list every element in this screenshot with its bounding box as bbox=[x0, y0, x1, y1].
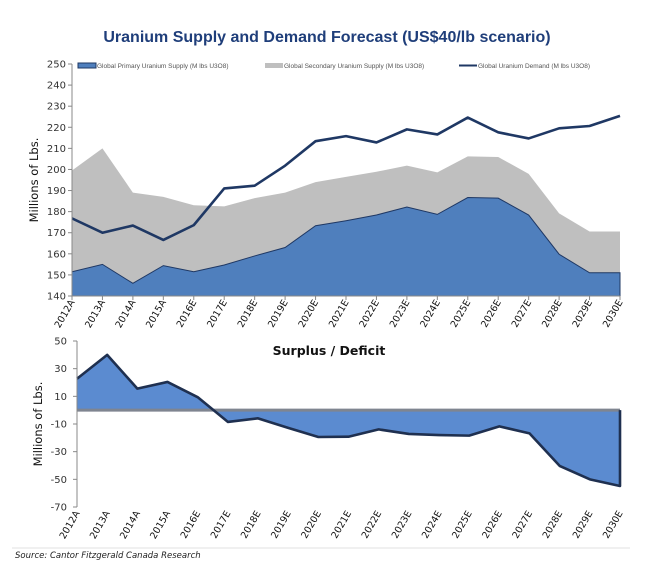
y-tick-label: -10 bbox=[51, 420, 67, 431]
x-tick-label: 2019E bbox=[269, 509, 294, 541]
x-tick-label: 2013A bbox=[88, 509, 113, 541]
x-tick-label: 2016E bbox=[179, 509, 204, 541]
x-tick-label: 2027E bbox=[510, 298, 535, 330]
x-tick-label: 2015A bbox=[144, 298, 169, 330]
legend-label-primary: Global Primary Uranium Supply (M lbs U3O… bbox=[97, 63, 228, 70]
chart-title: Uranium Supply and Demand Forecast (US$4… bbox=[103, 29, 550, 46]
x-tick-label: 2017E bbox=[205, 298, 230, 330]
y-tick-label: 250 bbox=[47, 60, 66, 71]
x-tick-label: 2030E bbox=[601, 298, 626, 330]
x-tick-label: 2020E bbox=[297, 298, 322, 330]
y-tick-label: 160 bbox=[47, 249, 66, 260]
x-tick-label: 2017E bbox=[209, 509, 234, 541]
x-tick-label: 2016E bbox=[175, 298, 200, 330]
x-tick-label: 2023E bbox=[390, 509, 415, 541]
x-tick-label: 2029E bbox=[571, 509, 596, 541]
x-tick-label: 2024E bbox=[418, 298, 443, 330]
legend-swatch-primary bbox=[77, 62, 97, 69]
x-tick-label: 2022E bbox=[360, 509, 385, 541]
x-tick-label: 2022E bbox=[357, 298, 382, 330]
legend-label-secondary: Global Secondary Uranium Supply (M lbs U… bbox=[284, 63, 424, 70]
y-tick-label: 180 bbox=[47, 207, 66, 218]
y-axis-title: Millions of Lbs. bbox=[31, 382, 45, 467]
x-tick-label: 2020E bbox=[299, 509, 324, 541]
y-tick-label: 30 bbox=[54, 364, 67, 375]
legend-label-demand: Global Uranium Demand (M lbs U3O8) bbox=[478, 63, 590, 70]
y-tick-label: 220 bbox=[47, 123, 66, 134]
x-tick-label: 2024E bbox=[420, 509, 445, 541]
y-tick-label: -70 bbox=[51, 503, 67, 514]
x-tick-label: 2028E bbox=[541, 509, 566, 541]
x-tick-label: 2018E bbox=[239, 509, 264, 541]
primary-supply-area bbox=[71, 197, 621, 297]
source-note: Source: Cantor Fitzgerald Canada Researc… bbox=[15, 551, 201, 561]
x-tick-label: 2026E bbox=[479, 298, 504, 330]
x-tick-label: 2029E bbox=[571, 298, 596, 330]
x-tick-label: 2027E bbox=[510, 509, 535, 541]
y-tick-label: 50 bbox=[54, 337, 67, 348]
x-tick-label: 2014A bbox=[118, 509, 143, 541]
y-tick-label: 210 bbox=[47, 144, 66, 155]
surplus-deficit-line bbox=[76, 353, 622, 488]
y-tick-label: -50 bbox=[51, 475, 67, 486]
y-tick-label: 240 bbox=[47, 81, 66, 92]
x-tick-label: 2015A bbox=[148, 509, 173, 541]
x-tick-label: 2025E bbox=[450, 509, 475, 541]
surplus-deficit-area bbox=[77, 354, 620, 486]
y-tick-label: 150 bbox=[47, 270, 66, 281]
x-tick-label: 2026E bbox=[480, 509, 505, 541]
legend: Global Primary Uranium Supply (M lbs U3O… bbox=[77, 62, 590, 70]
x-tick-label: 2013A bbox=[83, 298, 108, 330]
x-tick-label: 2025E bbox=[449, 298, 474, 330]
y-tick-label: 230 bbox=[47, 102, 66, 113]
x-tick-label: 2023E bbox=[388, 298, 413, 330]
y-tick-label: 190 bbox=[47, 186, 66, 197]
y-tick-label: 170 bbox=[47, 228, 66, 239]
x-tick-label: 2021E bbox=[329, 509, 354, 541]
y-tick-label: 10 bbox=[54, 392, 67, 403]
legend-swatch-secondary bbox=[265, 63, 283, 68]
x-tick-label: 2030E bbox=[601, 509, 626, 541]
y-axis-title: Millions of Lbs. bbox=[27, 138, 41, 223]
x-tick-label: 2014A bbox=[114, 298, 139, 330]
x-tick-label: 2018E bbox=[236, 298, 261, 330]
x-tick-label: 2021E bbox=[327, 298, 352, 330]
surplus-deficit-title: Surplus / Deficit bbox=[273, 343, 386, 358]
y-tick-label: 200 bbox=[47, 165, 66, 176]
x-tick-label: 2028E bbox=[540, 298, 565, 330]
x-tick-label: 2019E bbox=[266, 298, 291, 330]
demand-line bbox=[71, 114, 621, 242]
y-tick-label: 140 bbox=[47, 292, 66, 303]
y-tick-label: -30 bbox=[51, 447, 67, 458]
